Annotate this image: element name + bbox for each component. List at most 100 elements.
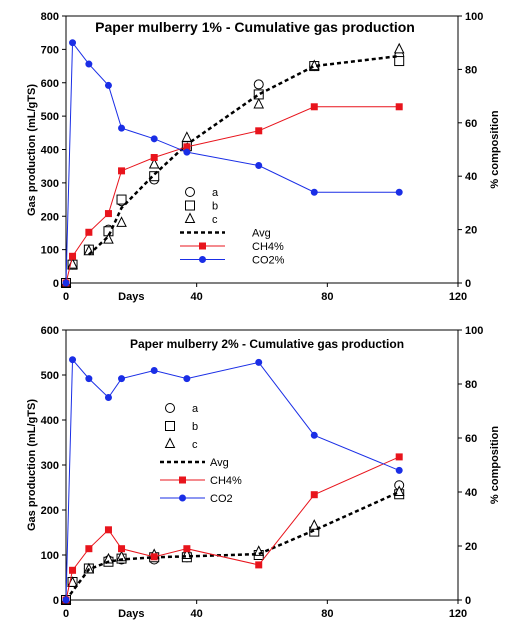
- data-point: [104, 394, 112, 401]
- data-point: [149, 171, 160, 182]
- y-axis-label: Gas production (mL/gTS): [26, 84, 38, 216]
- data-point: [148, 157, 160, 169]
- data-point: [116, 216, 127, 227]
- data-point: [395, 188, 403, 196]
- data-point: [118, 124, 126, 132]
- y-tick-label: 700: [41, 44, 59, 56]
- data-point: [150, 553, 158, 561]
- legend-label: a: [192, 403, 199, 415]
- data-point: [150, 154, 158, 162]
- x-tick-label: 120: [449, 291, 467, 303]
- series-a: [61, 51, 405, 288]
- legend-marker: [199, 256, 206, 263]
- data-point: [69, 252, 77, 260]
- legend: abc Avg CH4% CO2: [160, 403, 242, 505]
- data-point: [150, 135, 158, 143]
- data-point: [69, 356, 77, 364]
- legend-label: c: [212, 214, 218, 226]
- series-avg: [64, 490, 400, 601]
- series-c: [60, 42, 405, 287]
- series-line: [64, 490, 400, 601]
- data-point: [118, 375, 126, 383]
- data-point: [85, 228, 93, 236]
- x-tick-label: 80: [321, 291, 333, 303]
- y-tick-label: 100: [41, 245, 59, 257]
- data-point: [69, 39, 77, 47]
- x-axis-label: Days: [118, 291, 144, 303]
- y2-tick-label: 20: [465, 225, 477, 237]
- legend-label: CH4%: [210, 475, 242, 487]
- legend-marker: [165, 403, 175, 413]
- legend-marker: [165, 421, 175, 431]
- legend-label: b: [192, 421, 198, 433]
- y-tick-label: 100: [41, 550, 59, 562]
- chart-1: Paper mulberry 1% - Cumulative gas produ…: [26, 11, 501, 303]
- legend-marker: [179, 476, 186, 484]
- y-tick-label: 0: [53, 278, 59, 290]
- y-tick-label: 600: [41, 325, 59, 337]
- y2-tick-label: 60: [465, 118, 477, 130]
- y-tick-label: 0: [53, 595, 59, 607]
- y2-tick-label: 40: [465, 171, 477, 183]
- data-point: [183, 375, 191, 383]
- data-point: [181, 131, 193, 142]
- series-line: [65, 358, 400, 601]
- y-tick-label: 300: [41, 178, 59, 190]
- y-tick-label: 200: [41, 505, 59, 517]
- data-point: [395, 103, 403, 111]
- y-tick-label: 500: [41, 111, 59, 123]
- data-point: [308, 519, 320, 530]
- series-co2-: [62, 39, 403, 287]
- series-ch4-: [62, 103, 403, 287]
- data-point: [183, 148, 191, 156]
- y2-tick-label: 0: [465, 595, 471, 607]
- y2-tick-label: 100: [465, 325, 483, 337]
- data-point: [255, 561, 263, 569]
- y2-tick-label: 60: [465, 433, 477, 445]
- x-axis-label: Days: [118, 608, 144, 620]
- chart-title: Paper mulberry 1% - Cumulative gas produ…: [95, 19, 415, 35]
- series-co2: [62, 356, 403, 604]
- data-point: [62, 279, 70, 287]
- data-point: [395, 466, 403, 474]
- legend-marker: [199, 242, 206, 250]
- y2-axis-label: % composition: [489, 110, 501, 189]
- data-point: [183, 545, 191, 553]
- data-point: [116, 194, 127, 205]
- data-point: [118, 167, 126, 175]
- x-tick-label: 0: [63, 291, 69, 303]
- x-tick-label: 40: [191, 608, 203, 620]
- data-point: [394, 56, 405, 67]
- data-point: [62, 596, 70, 604]
- data-point: [150, 367, 158, 374]
- y-tick-label: 800: [41, 11, 59, 23]
- legend-marker: [164, 437, 176, 448]
- y-tick-label: 200: [41, 211, 59, 223]
- y2-tick-label: 40: [465, 487, 477, 499]
- series-line: [65, 41, 400, 284]
- data-point: [104, 526, 112, 534]
- y-axis-label: Gas production (mL/gTS): [26, 399, 38, 531]
- data-point: [104, 210, 112, 218]
- legend-label: CH4%: [252, 241, 284, 253]
- data-point: [255, 127, 263, 135]
- legend-marker: [185, 200, 195, 211]
- y-tick-label: 600: [41, 78, 59, 90]
- x-tick-label: 0: [63, 608, 69, 620]
- y-tick-label: 500: [41, 370, 59, 382]
- data-point: [85, 375, 93, 383]
- data-point: [395, 453, 403, 461]
- data-point: [85, 60, 93, 68]
- y2-tick-label: 80: [465, 379, 477, 391]
- series-line: [65, 456, 400, 601]
- y-tick-label: 300: [41, 460, 59, 472]
- legend-label: Avg: [210, 457, 229, 469]
- legend-label: b: [212, 201, 218, 213]
- data-point: [310, 491, 318, 499]
- x-tick-label: 120: [449, 608, 467, 620]
- data-point: [310, 188, 318, 196]
- legend-label: CO2: [210, 493, 233, 505]
- data-point: [253, 97, 265, 109]
